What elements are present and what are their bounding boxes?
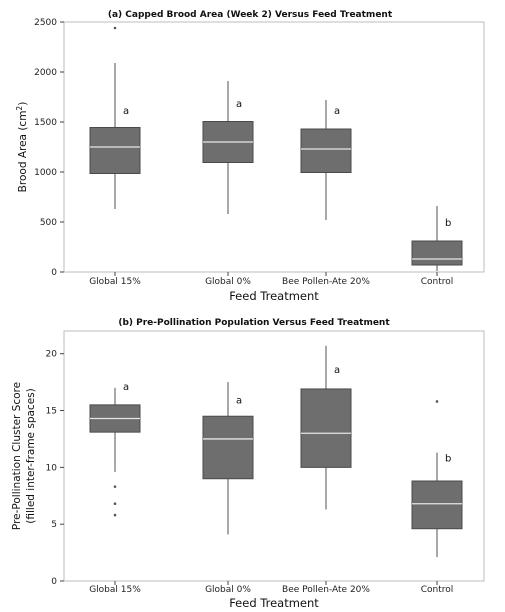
significance-letter-b-1: a: [236, 396, 242, 407]
y-axis-label-a-main: Brood Area (cm: [17, 111, 29, 193]
outlier-b-0-0: [113, 485, 117, 488]
box-a-1: a: [202, 81, 254, 214]
y-ticks-b: 0 5 10 15 20: [46, 350, 64, 587]
iqr-box-a-3: [411, 240, 463, 266]
y-tick-label-b-3: 15: [46, 407, 57, 417]
iqr-box-b-2: [300, 388, 352, 468]
y-axis-label-a-end: ): [17, 102, 29, 106]
iqr-box-b-3: [411, 480, 463, 530]
box-b-3: b: [411, 400, 463, 558]
panel-b: (b) Pre-Pollination Population Versus Fe…: [11, 318, 485, 610]
iqr-box-a-2: [300, 128, 352, 173]
y-axis-label-b-line1: Pre-Pollination Cluster Score: [11, 382, 23, 530]
outlier-b-3-0: [435, 400, 439, 403]
outlier-a-0-0: [113, 26, 117, 30]
x-tick-label-b-2: Bee Pollen-Ate 20%: [282, 585, 370, 595]
x-ticks-a: Global 15% Global 0% Bee Pollen-Ate 20% Con…: [89, 272, 453, 287]
x-tick-label-b-3: Control: [421, 585, 454, 595]
significance-letter-b-3: b: [445, 454, 451, 465]
boxes-a: a a a b: [89, 26, 463, 271]
chart-title-a: (a) Capped Brood Area (Week 2) Versus Fe…: [108, 10, 393, 20]
x-tick-label-b-1: Global 0%: [205, 585, 251, 595]
y-ticks-a: 0 500 1000 1500 2000 2500: [34, 18, 64, 278]
y-tick-label-a-1: 500: [40, 218, 57, 228]
y-tick-label-a-4: 2000: [34, 68, 57, 78]
y-tick-label-a-5: 2500: [34, 18, 57, 28]
y-tick-label-b-2: 10: [46, 463, 58, 473]
x-axis-label-a: Feed Treatment: [229, 289, 319, 303]
outlier-b-0-2: [113, 513, 117, 517]
x-tick-label-a-1: Global 0%: [205, 277, 251, 287]
x-tick-label-a-2: Bee Pollen-Ate 20%: [282, 277, 370, 287]
y-tick-label-b-1: 5: [51, 520, 57, 530]
iqr-box-a-0: [89, 127, 141, 174]
y-tick-label-a-2: 1000: [34, 168, 57, 178]
x-ticks-b: Global 15% Global 0% Bee Pollen-Ate 20% Con…: [89, 581, 453, 595]
y-axis-label-b-line2: (filled inter-frame spaces): [25, 388, 37, 523]
x-tick-label-a-0: Global 15%: [89, 277, 141, 287]
y-tick-label-a-0: 0: [51, 268, 57, 278]
box-b-1: a: [202, 382, 254, 535]
box-b-0: a: [89, 382, 141, 517]
significance-letter-a-3: b: [445, 218, 451, 229]
plot-frame-b: [63, 330, 485, 582]
iqr-box-b-1: [202, 415, 254, 480]
y-axis-label-a: Brood Area (cm2): [15, 102, 29, 193]
x-tick-label-b-0: Global 15%: [89, 585, 141, 595]
panel-a: (a) Capped Brood Area (Week 2) Versus Fe…: [15, 10, 485, 303]
box-a-0: a: [89, 26, 141, 209]
y-tick-label-a-3: 1500: [34, 118, 57, 128]
outlier-b-0-1: [113, 502, 117, 506]
x-axis-label-b: Feed Treatment: [229, 596, 319, 610]
significance-letter-a-1: a: [236, 99, 242, 110]
chart-title-b: (b) Pre-Pollination Population Versus Fe…: [118, 318, 390, 328]
x-tick-label-a-3: Control: [421, 277, 454, 287]
significance-letter-b-0: a: [123, 382, 129, 393]
y-tick-label-b-0: 0: [51, 577, 57, 587]
significance-letter-a-2: a: [334, 106, 340, 117]
box-a-2: a: [300, 100, 352, 220]
significance-letter-b-2: a: [334, 365, 340, 376]
plot-frame-a: [63, 21, 485, 273]
y-tick-label-b-4: 20: [46, 350, 58, 360]
boxes-b: a a a b: [89, 345, 463, 558]
box-a-3: b: [411, 206, 463, 271]
box-b-2: a: [300, 345, 352, 510]
significance-letter-a-0: a: [123, 106, 129, 117]
y-axis-label-a-sup: 2: [15, 106, 24, 111]
